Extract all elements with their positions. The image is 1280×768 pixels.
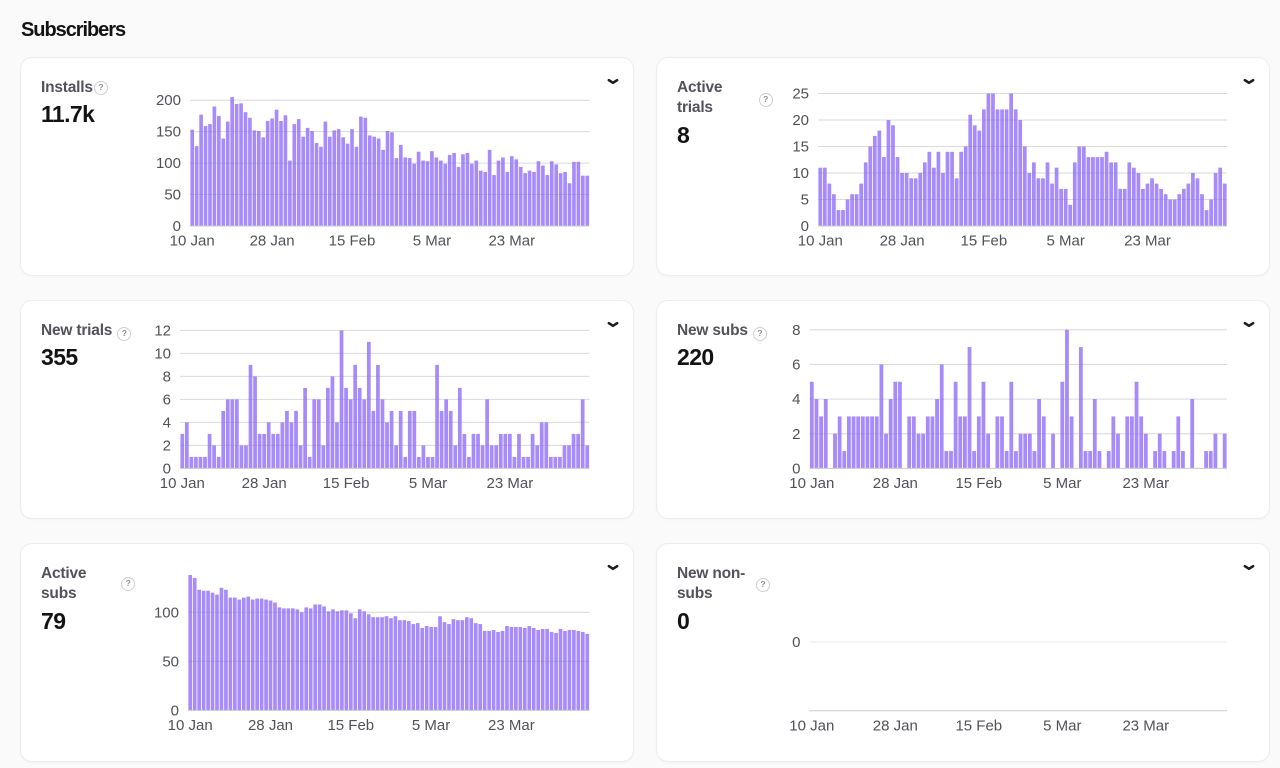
- svg-text:23 Mar: 23 Mar: [488, 717, 535, 734]
- svg-text:10: 10: [792, 165, 809, 182]
- svg-text:23 Mar: 23 Mar: [487, 475, 534, 492]
- svg-text:10 Jan: 10 Jan: [160, 475, 205, 492]
- svg-text:0: 0: [171, 702, 179, 719]
- svg-text:6: 6: [163, 391, 171, 408]
- svg-text:25: 25: [792, 86, 809, 103]
- svg-text:23 Mar: 23 Mar: [1122, 475, 1169, 492]
- svg-text:50: 50: [164, 187, 181, 204]
- svg-text:10 Jan: 10 Jan: [798, 233, 843, 250]
- svg-text:28 Jan: 28 Jan: [880, 233, 925, 250]
- svg-text:5 Mar: 5 Mar: [412, 717, 450, 734]
- svg-text:8: 8: [163, 368, 171, 385]
- svg-text:23 Mar: 23 Mar: [1124, 233, 1171, 250]
- svg-text:2: 2: [163, 437, 171, 454]
- svg-text:5 Mar: 5 Mar: [413, 233, 451, 250]
- svg-text:28 Jan: 28 Jan: [873, 717, 918, 734]
- svg-text:23 Mar: 23 Mar: [488, 233, 535, 250]
- svg-text:12: 12: [154, 322, 171, 339]
- svg-text:5 Mar: 5 Mar: [409, 475, 447, 492]
- svg-text:200: 200: [156, 92, 181, 109]
- svg-text:15 Feb: 15 Feb: [955, 475, 1002, 492]
- svg-text:5 Mar: 5 Mar: [1043, 475, 1081, 492]
- svg-text:15 Feb: 15 Feb: [961, 233, 1008, 250]
- svg-text:8: 8: [792, 322, 800, 339]
- svg-text:28 Jan: 28 Jan: [242, 475, 287, 492]
- svg-text:0: 0: [792, 460, 800, 477]
- svg-text:10 Jan: 10 Jan: [168, 717, 213, 734]
- svg-text:150: 150: [156, 124, 181, 141]
- svg-text:2: 2: [792, 426, 800, 443]
- svg-text:100: 100: [156, 155, 181, 172]
- svg-text:10 Jan: 10 Jan: [789, 717, 834, 734]
- svg-text:0: 0: [792, 634, 800, 651]
- svg-text:10 Jan: 10 Jan: [170, 233, 215, 250]
- svg-text:5 Mar: 5 Mar: [1043, 717, 1081, 734]
- svg-text:0: 0: [163, 460, 171, 477]
- svg-text:50: 50: [162, 653, 179, 670]
- svg-text:10 Jan: 10 Jan: [789, 475, 834, 492]
- svg-text:23 Mar: 23 Mar: [1122, 717, 1169, 734]
- svg-text:28 Jan: 28 Jan: [250, 233, 295, 250]
- svg-text:0: 0: [801, 218, 809, 235]
- svg-text:28 Jan: 28 Jan: [248, 717, 293, 734]
- svg-text:15 Feb: 15 Feb: [955, 717, 1002, 734]
- svg-text:15 Feb: 15 Feb: [329, 233, 376, 250]
- svg-text:100: 100: [154, 604, 179, 621]
- svg-text:4: 4: [792, 391, 800, 408]
- svg-text:5: 5: [801, 192, 809, 209]
- svg-text:10: 10: [154, 345, 171, 362]
- svg-text:4: 4: [163, 414, 171, 431]
- svg-text:0: 0: [173, 218, 181, 235]
- svg-text:15 Feb: 15 Feb: [327, 717, 374, 734]
- svg-text:20: 20: [792, 112, 809, 129]
- svg-text:28 Jan: 28 Jan: [873, 475, 918, 492]
- svg-text:5 Mar: 5 Mar: [1047, 233, 1085, 250]
- svg-text:15: 15: [792, 139, 809, 156]
- svg-text:15 Feb: 15 Feb: [323, 475, 370, 492]
- svg-text:6: 6: [792, 356, 800, 373]
